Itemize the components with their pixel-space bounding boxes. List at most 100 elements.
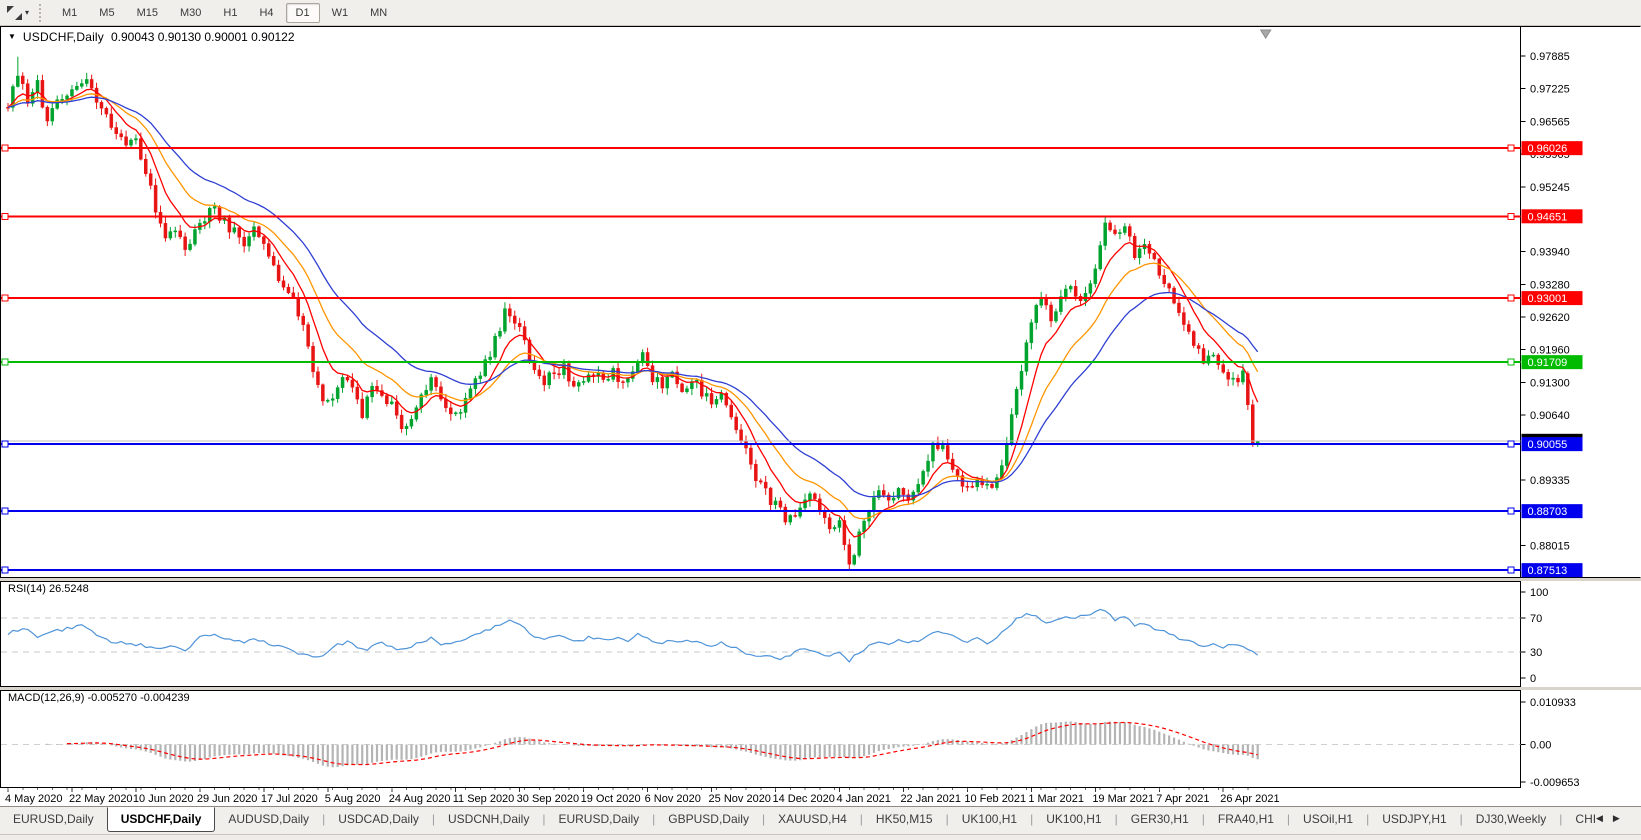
x-axis-label: 4 May 2020 — [5, 793, 62, 805]
tab-separator: | — [1459, 812, 1463, 826]
x-axis-label: 26 Apr 2021 — [1220, 793, 1279, 805]
top-toolbar: ▾ M1 M5 M15 M30 H1 H4 D1 W1 MN — [0, 0, 1641, 26]
medium-ma-line[interactable] — [7, 93, 1259, 520]
chart-shift-marker — [1259, 29, 1272, 39]
hline-0.93001[interactable] — [1, 294, 1521, 302]
hline-0.94651[interactable] — [1, 212, 1521, 220]
tab-separator: | — [1114, 812, 1118, 826]
tab-scroll-right-icon[interactable]: ▶ — [1612, 813, 1620, 823]
tab-dj30-weekly[interactable]: DJ30,Weekly — [1475, 812, 1547, 826]
hline-0.96026[interactable] — [1, 144, 1521, 152]
svg-text:0.96026: 0.96026 — [1528, 143, 1568, 155]
tab-separator: | — [1030, 812, 1034, 826]
tab-uk100-h1[interactable]: UK100,H1 — [961, 812, 1018, 826]
x-axis-label: 4 Jan 2021 — [836, 793, 890, 805]
tab-china300-h1[interactable]: CHINA300,H1 — [1575, 812, 1596, 826]
hline-0.90055[interactable] — [1, 440, 1521, 448]
tab-gbpusd-daily[interactable]: GBPUSD,Daily — [668, 812, 749, 826]
x-axis-label: 24 Aug 2020 — [389, 793, 451, 805]
tab-separator: | — [652, 812, 656, 826]
hline-0.87513[interactable] — [1, 566, 1521, 574]
timeframe-button-m1[interactable]: M1 — [62, 6, 78, 19]
tab-usdcad-daily[interactable]: USDCAD,Daily — [338, 812, 419, 826]
timeframe-button-m30[interactable]: M30 — [179, 6, 202, 19]
timeframe-button-m5[interactable]: M5 — [99, 6, 115, 19]
svg-text:0.90055: 0.90055 — [1528, 439, 1568, 451]
tab-usdcnh-daily[interactable]: USDCNH,Daily — [448, 812, 530, 826]
tab-usdjpy-h1[interactable]: USDJPY,H1 — [1382, 812, 1447, 826]
tab-xauusd-h4[interactable]: XAUUSD,H4 — [778, 812, 847, 826]
y-axis-tick-label: 0.91960 — [1530, 345, 1570, 357]
status-strip — [0, 834, 1641, 840]
chart-tabs: EURUSD,Daily USDCHF,Daily AUDUSD,Daily | USD… — [0, 807, 1596, 832]
price-badge-0.96026: 0.96026 — [1521, 141, 1583, 156]
pane-splitter-rsi[interactable] — [0, 578, 1641, 581]
chart-tools-icon[interactable] — [6, 5, 24, 21]
slow-ma-line[interactable] — [7, 96, 1259, 498]
svg-text:0.93001: 0.93001 — [1528, 293, 1568, 305]
main-chart-pane: 0.978850.972250.965650.959050.952450.939… — [0, 26, 1641, 578]
tab-uk100-h1[interactable]: UK100,H1 — [1046, 812, 1102, 826]
y-axis-tick-label: 0.92620 — [1530, 312, 1570, 324]
x-axis-label: 29 Jun 2020 — [197, 793, 258, 805]
timeframe-button-d1[interactable]: D1 — [285, 2, 320, 23]
tab-hk50-m15[interactable]: HK50,M15 — [875, 812, 933, 826]
rsi-canvas[interactable]: 100 70 30 0 — [0, 581, 1641, 687]
tab-separator: | — [542, 812, 546, 826]
macd-histogram — [46, 721, 1259, 768]
chart-window: 0.978850.972250.965650.959050.952450.939… — [0, 26, 1641, 806]
tab-separator: | — [1366, 812, 1370, 826]
rsi-axis-label: 30 — [1530, 647, 1542, 659]
price-badge-0.90055: 0.90055 — [1521, 437, 1583, 452]
timeframe-button-w1[interactable]: W1 — [331, 6, 349, 19]
x-axis-label: 5 Aug 2020 — [325, 793, 381, 805]
x-axis-label: 19 Mar 2021 — [1092, 793, 1154, 805]
rsi-axis-label: 0 — [1530, 673, 1536, 685]
x-axis-label: 1 Mar 2021 — [1028, 793, 1084, 805]
hline-0.88703[interactable] — [1, 507, 1521, 515]
macd-axis-label: 0.010933 — [1530, 697, 1576, 709]
tab-audusd-daily[interactable]: AUDUSD,Daily — [228, 812, 310, 826]
hline-0.91709[interactable] — [1, 358, 1521, 366]
collapse-triangle-icon[interactable]: ▼ — [8, 32, 16, 41]
tab-eurusd-daily[interactable]: EURUSD,Daily — [13, 812, 94, 826]
tab-scroll-arrows: ◀ ▶ — [1596, 807, 1620, 823]
price-badge-0.87513: 0.87513 — [1521, 563, 1583, 578]
tab-ger30-h1[interactable]: GER30,H1 — [1130, 812, 1189, 826]
macd-axis-label: 0.00 — [1530, 739, 1551, 751]
tab-fra40-h1[interactable]: FRA40,H1 — [1217, 812, 1274, 826]
tab-separator: | — [431, 812, 435, 826]
x-axis-label: 19 Oct 2020 — [581, 793, 641, 805]
tab-separator: | — [1559, 812, 1563, 826]
price-axis[interactable]: 0.978850.972250.965650.959050.952450.939… — [1520, 51, 1570, 578]
tab-usoil-h1[interactable]: USOil,H1 — [1303, 812, 1354, 826]
macd-axis-label: -0.009653 — [1530, 777, 1580, 788]
rsi-pane: 100 70 30 0 RSI(14) 26.5248 — [0, 581, 1641, 687]
timeframe-toolbar: M1 M5 M15 M30 H1 H4 D1 W1 MN — [51, 2, 398, 23]
tab-usdchf-daily[interactable]: USDCHF,Daily — [106, 807, 216, 832]
timeframe-button-h4[interactable]: H4 — [259, 6, 274, 19]
x-axis-label: 10 Jun 2020 — [133, 793, 194, 805]
svg-text:0.88703: 0.88703 — [1528, 506, 1568, 518]
timeframe-button-mn[interactable]: MN — [370, 6, 388, 19]
price-badge-0.93001: 0.93001 — [1521, 291, 1583, 306]
tab-eurusd-daily[interactable]: EURUSD,Daily — [558, 812, 640, 826]
toolbar-grip-handle[interactable] — [39, 3, 42, 22]
pane-splitter-macd[interactable] — [0, 687, 1641, 690]
x-axis-label: 7 Apr 2021 — [1156, 793, 1209, 805]
timeframe-button-h1[interactable]: H1 — [223, 6, 238, 19]
date-axis[interactable]: 4 May 2020 22 May 2020 10 Jun 2020 29 Jun 2… — [0, 788, 1641, 806]
x-axis-label: 11 Sep 2020 — [453, 793, 515, 805]
tab-separator: | — [945, 812, 949, 826]
chart-tools-dropdown-caret[interactable]: ▾ — [25, 8, 30, 17]
macd-canvas[interactable]: 0.010933 0.00 -0.009653 — [0, 690, 1641, 788]
tab-scroll-left-icon[interactable]: ◀ — [1596, 813, 1603, 823]
tab-separator: | — [1286, 812, 1291, 826]
main-chart-canvas[interactable]: 0.978850.972250.965650.959050.952450.939… — [0, 26, 1641, 578]
svg-text:0.94651: 0.94651 — [1528, 211, 1568, 223]
timeframe-button-m15[interactable]: M15 — [136, 6, 158, 19]
chart-tab-bar: EURUSD,Daily USDCHF,Daily AUDUSD,Daily | USD… — [0, 806, 1641, 834]
x-axis-label: 22 May 2020 — [69, 793, 133, 805]
fast-ma-line[interactable] — [7, 88, 1259, 538]
macd-pane: 0.010933 0.00 -0.009653 MACD(12,26,9) -0.0… — [0, 690, 1641, 788]
